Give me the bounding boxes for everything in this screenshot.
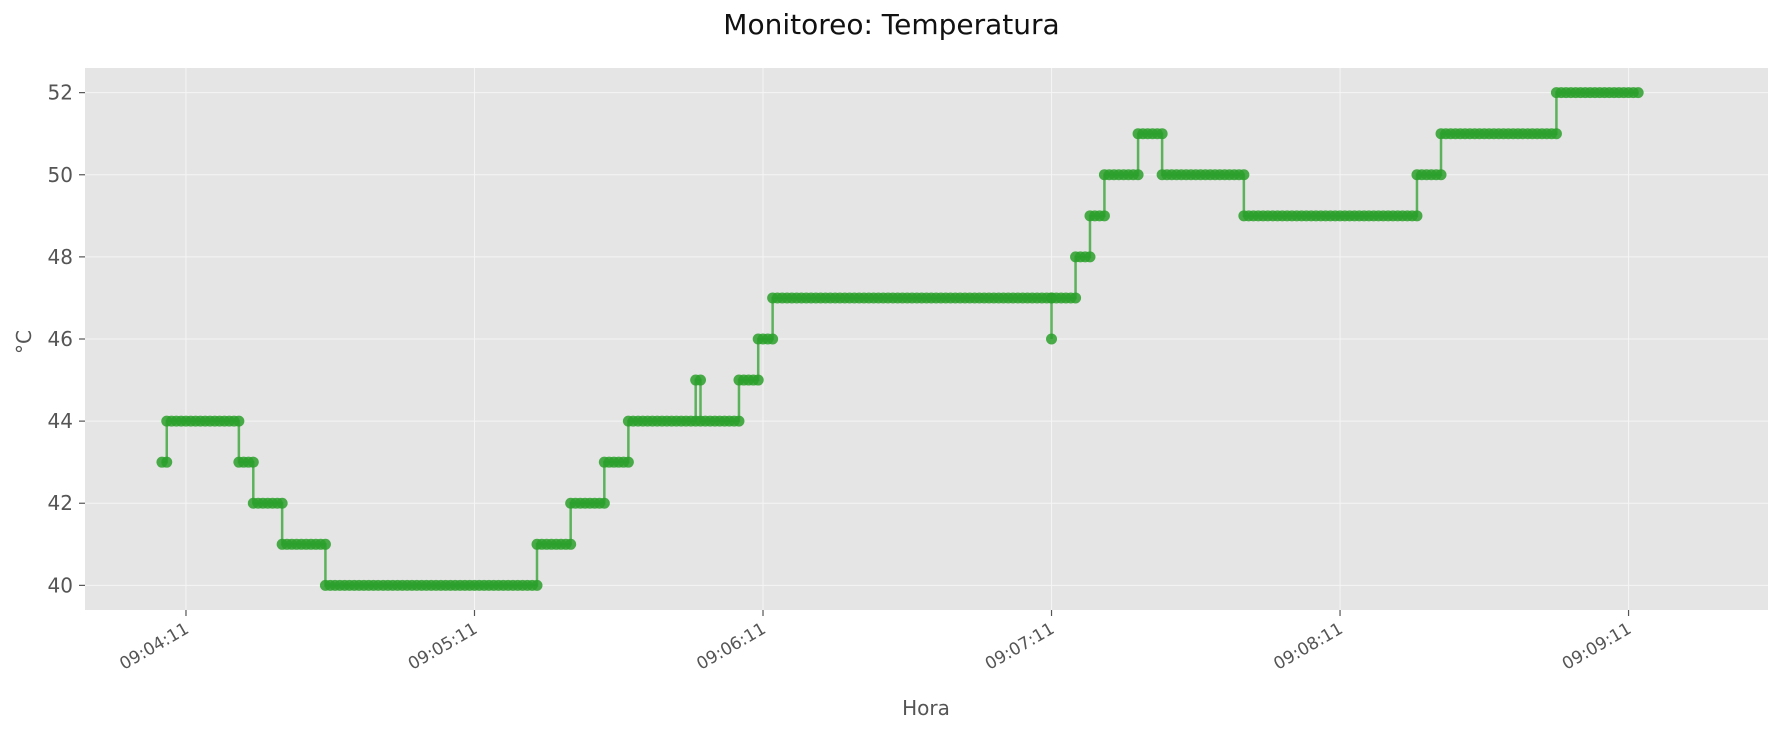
grid-lines xyxy=(85,68,1768,610)
data-point xyxy=(531,579,543,591)
data-point xyxy=(233,415,245,427)
data-point xyxy=(598,497,610,509)
data-point xyxy=(1411,210,1423,222)
data-point xyxy=(319,538,331,550)
data-point xyxy=(622,456,634,468)
y-tick-label: 52 xyxy=(48,81,73,105)
data-point xyxy=(767,333,779,345)
x-tick-label: 09:04:11 xyxy=(116,619,192,675)
data-point xyxy=(1046,333,1058,345)
x-tick-label: 09:08:11 xyxy=(1270,619,1346,675)
data-point xyxy=(1435,169,1447,181)
x-tick-label: 09:07:11 xyxy=(982,619,1058,675)
data-point xyxy=(1098,210,1110,222)
y-tick-label: 46 xyxy=(48,327,73,351)
series-temperatura xyxy=(156,87,1644,591)
data-point xyxy=(565,538,577,550)
y-axis-ticks: 40 42 44 46 48 50 52 xyxy=(48,81,85,597)
y-tick-label: 44 xyxy=(48,409,73,433)
data-point xyxy=(1156,128,1168,140)
data-point xyxy=(1550,128,1562,140)
data-point xyxy=(1132,169,1144,181)
y-tick-label: 48 xyxy=(48,245,73,269)
data-point xyxy=(733,415,745,427)
data-point xyxy=(161,456,173,468)
y-tick-label: 50 xyxy=(48,163,73,187)
data-point xyxy=(752,374,764,386)
y-tick-label: 40 xyxy=(48,573,73,597)
data-point xyxy=(1632,87,1644,99)
x-tick-label: 09:06:11 xyxy=(693,619,769,675)
x-tick-label: 09:05:11 xyxy=(405,619,481,675)
chart-title: Monitoreo: Temperatura xyxy=(723,8,1060,41)
data-point xyxy=(1238,169,1250,181)
data-point xyxy=(276,497,288,509)
y-axis-label: °C xyxy=(12,330,36,354)
y-tick-label: 42 xyxy=(48,491,73,515)
data-point xyxy=(247,456,259,468)
data-point xyxy=(695,374,706,386)
x-axis-label: Hora xyxy=(902,696,950,720)
x-tick-label: 09:09:11 xyxy=(1559,619,1635,675)
data-point xyxy=(1084,251,1096,263)
data-point xyxy=(1070,292,1082,304)
x-axis-ticks: 09:04:11 09:05:11 09:06:11 09:07:11 09:08:11… xyxy=(116,610,1635,675)
